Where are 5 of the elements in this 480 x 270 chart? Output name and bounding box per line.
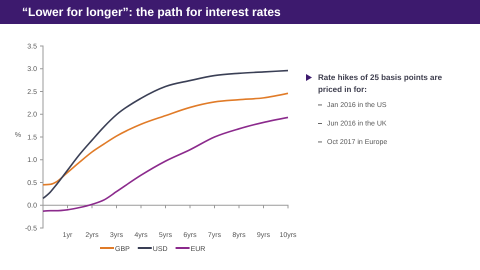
line-series <box>42 92 289 186</box>
line-series <box>42 70 289 200</box>
chart-title: “Lower for longer”: the path for interest rates <box>22 5 282 19</box>
text: Rate hikes of 25 basis points are priced in for: <box>318 73 443 94</box>
line-series <box>42 116 289 212</box>
